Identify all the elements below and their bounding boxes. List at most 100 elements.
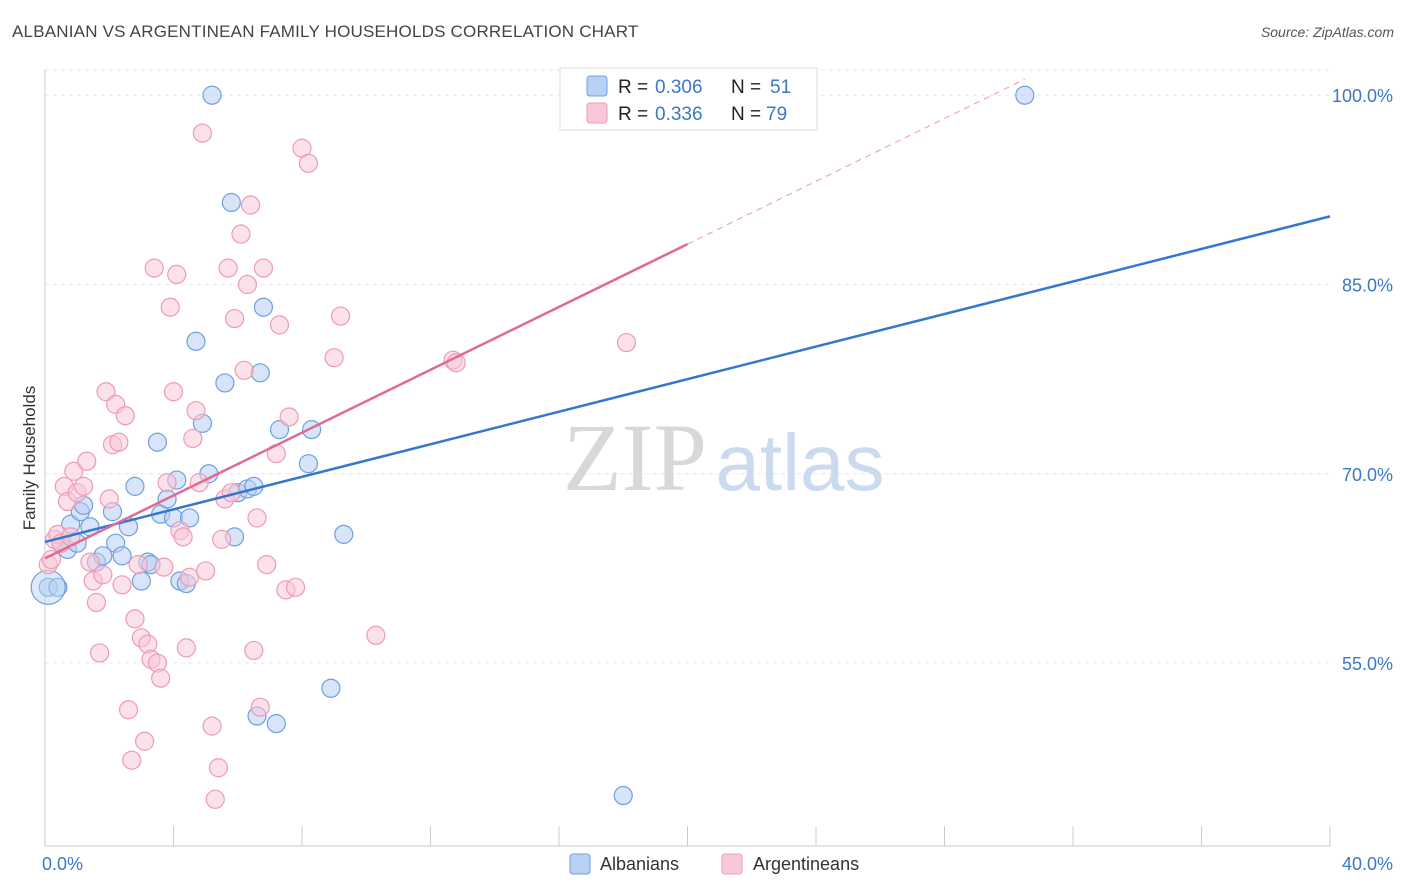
argentineans-point [134, 731, 155, 751]
albanians-trend-line [44, 215, 1331, 544]
albanians-point [1015, 85, 1035, 105]
argentineans-point [112, 575, 132, 595]
y-tick-label: 85.0% [1342, 276, 1393, 296]
argentineans-point [247, 508, 267, 528]
argentineans-point [218, 258, 238, 278]
argentineans-point [208, 758, 229, 778]
argentineans-trend-line [44, 243, 689, 560]
argentineans-point [231, 224, 251, 244]
legend-r-value-albanians: 0.306 [655, 77, 703, 98]
argentineans-point [186, 401, 206, 421]
argentineans-points [38, 123, 637, 809]
bottom-legend-swatch-albanians [569, 853, 591, 875]
argentineans-point [192, 123, 213, 143]
argentineans-point [163, 382, 184, 402]
argentineans-point [80, 552, 100, 572]
y-tick-label: 70.0% [1342, 465, 1393, 485]
argentineans-point [86, 592, 107, 613]
watermark-zip: ZIP [563, 404, 707, 511]
albanians-points [30, 85, 1035, 806]
albanians-point [112, 546, 132, 566]
legend-r-label-argentineans: R = [618, 104, 648, 125]
chart-title: ALBANIAN VS ARGENTINEAN FAMILY HOUSEHOLD… [12, 22, 639, 41]
legend-swatch-argentineans [586, 102, 608, 124]
argentineans-point [64, 461, 84, 481]
argentineans-point [257, 555, 277, 575]
argentineans-point [269, 315, 290, 335]
trend-lines [44, 78, 1331, 560]
watermark-atlas: atlas [716, 418, 885, 507]
y-axis-label: Family Households [20, 386, 39, 531]
argentineans-point [157, 473, 177, 493]
albanians-point [613, 785, 633, 806]
argentineans-point [118, 700, 139, 720]
argentineans-point [73, 476, 94, 496]
argentineans-point [205, 789, 225, 809]
argentineans-point [279, 407, 299, 427]
albanians-point [269, 420, 290, 440]
albanians-point [266, 714, 286, 734]
argentineans-point [250, 697, 270, 717]
argentineans-trend-extension [687, 78, 1026, 245]
argentineans-point [224, 308, 245, 329]
argentineans-point [241, 195, 261, 215]
top-legend: R = 0.306 N = 51 R = 0.336 N = 79 [559, 67, 818, 131]
argentineans-point [366, 625, 386, 645]
bottom-legend: Albanians Argentineans [569, 853, 859, 875]
y-tick-label: 100.0% [1332, 86, 1393, 106]
argentineans-point [244, 640, 264, 661]
x-ticks [44, 826, 1331, 846]
albanians-point [48, 577, 68, 597]
watermark: ZIP atlas [563, 404, 884, 511]
albanians-point [298, 454, 319, 474]
albanians-point [202, 85, 222, 105]
albanians-point [147, 432, 168, 452]
argentineans-point [173, 527, 193, 547]
argentineans-point [154, 557, 174, 577]
argentineans-point [41, 549, 62, 570]
albanians-point [179, 508, 200, 528]
argentineans-point [237, 274, 257, 295]
albanians-point [302, 420, 322, 440]
argentineans-point [324, 348, 344, 368]
albanians-point [131, 571, 151, 591]
argentineans-point [125, 609, 145, 629]
albanians-point [215, 373, 235, 393]
argentineans-point [202, 716, 222, 736]
source-label: Source: ZipAtlas.com [1260, 24, 1394, 40]
albanians-point-large [30, 569, 66, 605]
albanians-point [253, 297, 274, 317]
bottom-legend-label-albanians: Albanians [600, 854, 679, 874]
argentineans-point [176, 638, 196, 658]
x-tick-label-max: 40.0% [1342, 854, 1393, 874]
albanians-point [186, 331, 206, 351]
argentineans-point [196, 561, 216, 581]
legend-n-value-albanians: 51 [770, 77, 791, 98]
argentineans-point [285, 577, 306, 597]
argentineans-point [183, 428, 203, 449]
argentineans-point [151, 668, 171, 688]
argentineans-point [616, 332, 637, 353]
argentineans-point [167, 264, 187, 285]
argentineans-point [253, 258, 274, 278]
argentineans-point [330, 306, 351, 326]
y-tick-label: 55.0% [1342, 654, 1393, 674]
legend-r-label-albanians: R = [618, 77, 648, 98]
argentineans-point [128, 555, 148, 575]
argentineans-point [179, 567, 200, 587]
argentineans-point [160, 297, 180, 317]
argentineans-point [109, 432, 129, 452]
legend-n-label-albanians: N = [731, 77, 761, 98]
legend-n-label-argentineans: N = [731, 104, 761, 125]
argentineans-point [234, 360, 254, 380]
bottom-legend-swatch-argentineans [721, 853, 743, 875]
legend-r-value-argentineans: 0.336 [655, 104, 703, 125]
albanians-point [321, 678, 341, 698]
argentineans-point [77, 451, 97, 471]
argentineans-point [96, 382, 116, 402]
legend-n-value-argentineans: 79 [766, 104, 787, 125]
argentineans-point [93, 565, 113, 585]
bottom-legend-label-argentineans: Argentineans [753, 854, 859, 874]
argentineans-point [298, 153, 319, 173]
